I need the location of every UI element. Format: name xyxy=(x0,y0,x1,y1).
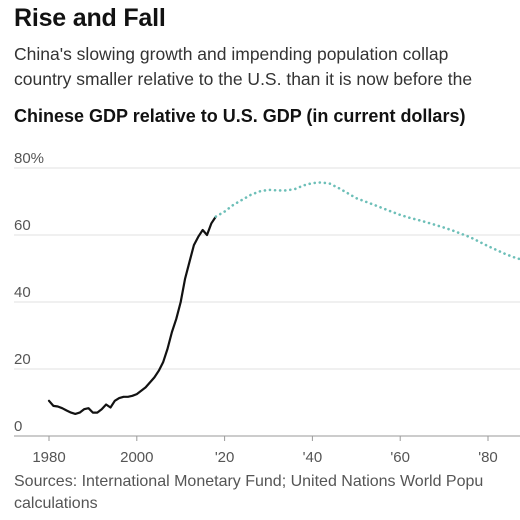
series-line-projected xyxy=(214,181,520,261)
source-line-1: Sources: International Monetary Fund; Un… xyxy=(14,473,484,490)
subtitle-line-1: China's slowing growth and impending pop… xyxy=(14,44,449,64)
x-tick-label-1980: 1980 xyxy=(32,449,65,466)
source-line-2: calculations xyxy=(14,495,98,512)
y-tick-label-60: 60 xyxy=(14,217,31,234)
page-title: Rise and Fall xyxy=(14,4,166,32)
x-tick-label-2000: 2000 xyxy=(120,449,153,466)
chart-title: Chinese GDP relative to U.S. GDP (in cur… xyxy=(14,106,466,126)
y-tick-label-20: 20 xyxy=(14,351,31,368)
subtitle: China's slowing growth and impending pop… xyxy=(14,42,472,92)
y-tick-label-80: 80% xyxy=(14,150,44,167)
x-tick-label-2060: '60 xyxy=(390,449,410,466)
y-tick-label-0: 0 xyxy=(14,418,22,435)
x-tick-label-2020: '20 xyxy=(215,449,235,466)
subtitle-line-2: country smaller relative to the U.S. tha… xyxy=(14,69,473,89)
y-tick-label-40: 40 xyxy=(14,284,31,301)
series-line-actual xyxy=(47,215,217,415)
source-note: Sources: International Monetary Fund; Un… xyxy=(14,471,483,515)
x-tick-label-2040: '40 xyxy=(303,449,323,466)
x-tick-label-2080: '80 xyxy=(478,449,498,466)
